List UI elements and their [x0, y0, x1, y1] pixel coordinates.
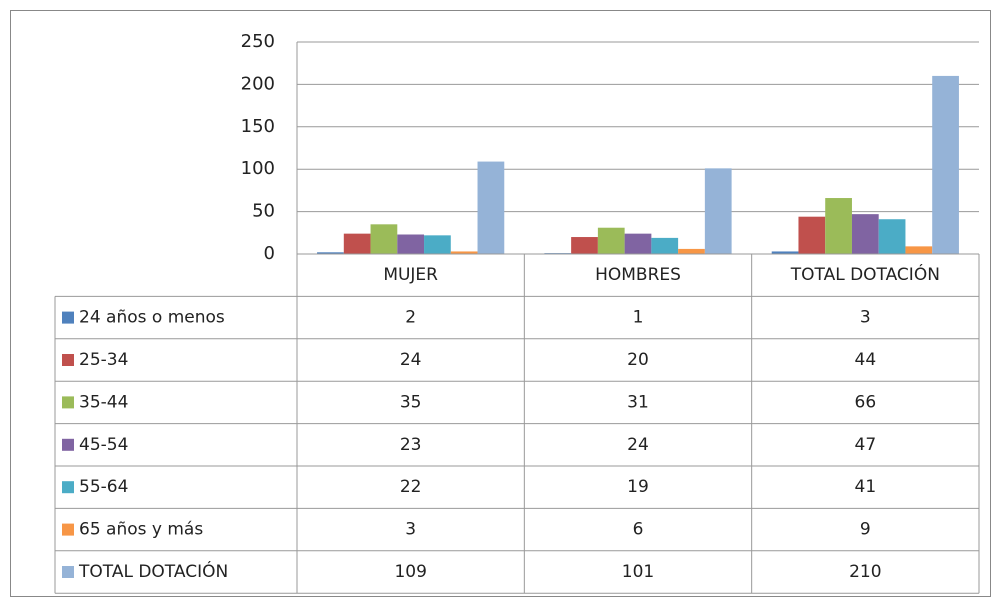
table-value: 20 — [627, 350, 649, 370]
legend-key — [62, 523, 74, 536]
bar — [651, 237, 679, 254]
table-value: 24 — [627, 435, 649, 455]
table-value: 35 — [400, 392, 422, 412]
y-tick-label: 0 — [264, 243, 275, 264]
bar — [343, 233, 371, 254]
bar — [424, 235, 451, 254]
table-value: 31 — [627, 392, 649, 412]
table-value: 41 — [855, 477, 877, 497]
table-value: 9 — [860, 520, 871, 540]
legend-label: TOTAL DOTACIÓN — [78, 560, 228, 582]
table-value: 6 — [633, 520, 644, 540]
legend-key — [62, 438, 74, 451]
legend-key — [62, 354, 74, 366]
bar — [624, 233, 652, 254]
table-value: 2 — [405, 308, 416, 328]
table-value: 22 — [400, 477, 422, 497]
bar — [704, 168, 732, 254]
y-tick-label: 50 — [252, 201, 275, 222]
bar — [905, 246, 933, 254]
legend-label: 25-34 — [79, 350, 128, 370]
bar — [798, 216, 826, 254]
bar — [678, 248, 705, 254]
legend-label: 35-44 — [79, 392, 128, 412]
chart-border — [10, 10, 991, 597]
bar — [878, 219, 906, 254]
bar — [597, 227, 625, 254]
table-value: 66 — [855, 392, 877, 412]
table-value: 19 — [627, 477, 649, 497]
legend-label: 55-64 — [79, 477, 128, 497]
bar — [450, 251, 478, 254]
table-value: 210 — [849, 562, 881, 582]
y-tick-label: 250 — [241, 31, 275, 52]
table-value: 23 — [400, 435, 422, 455]
legend-key — [62, 566, 74, 578]
bar — [477, 161, 505, 254]
x-tick-label: MUJER — [383, 265, 438, 285]
bar — [370, 224, 398, 254]
bar — [825, 198, 852, 254]
table-value: 3 — [405, 520, 416, 540]
bar — [317, 252, 344, 254]
y-tick-label: 150 — [241, 116, 275, 137]
table-value: 44 — [855, 350, 877, 370]
bar — [771, 251, 799, 254]
y-tick-label: 200 — [241, 73, 275, 94]
table-value: 1 — [633, 308, 644, 328]
x-tick-label: HOMBRES — [595, 265, 681, 285]
table-value: 101 — [622, 562, 654, 582]
x-tick-label: TOTAL DOTACIÓN — [790, 263, 940, 285]
table-value: 3 — [860, 308, 871, 328]
table-value: 24 — [400, 350, 422, 370]
legend-key — [62, 311, 74, 324]
legend-label: 65 años y más — [79, 520, 203, 540]
legend-key — [62, 481, 74, 494]
y-tick-label: 100 — [241, 158, 275, 179]
legend-label: 45-54 — [79, 435, 128, 455]
bar — [932, 75, 959, 254]
legend-label: 24 años o menos — [79, 308, 225, 328]
legend-key — [62, 396, 74, 409]
bar — [571, 237, 598, 254]
table-value: 47 — [855, 435, 877, 455]
table-value: 109 — [394, 562, 426, 582]
bar — [851, 214, 879, 254]
bar — [397, 234, 425, 254]
